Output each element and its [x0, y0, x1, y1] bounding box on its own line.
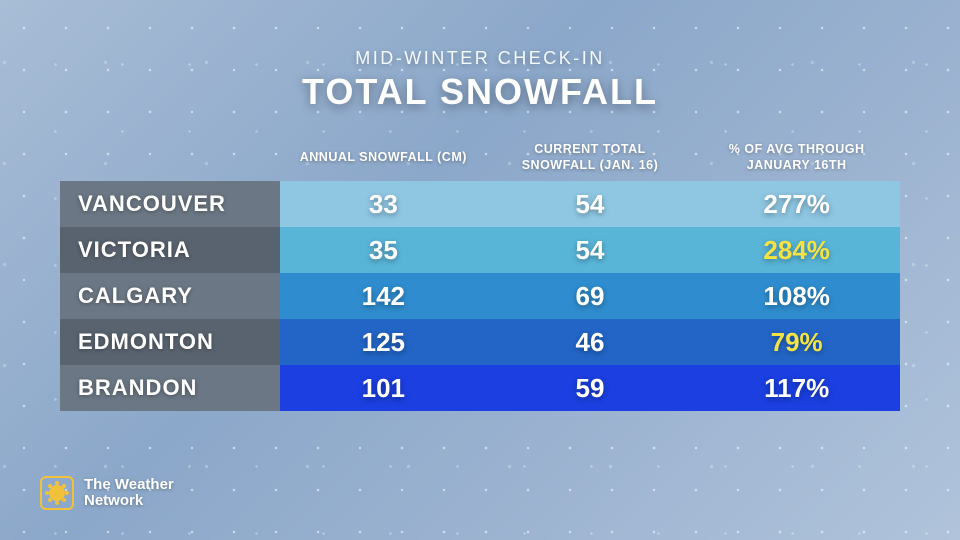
city-cell: VANCOUVER: [60, 181, 280, 227]
pct-cell: 277%: [693, 181, 900, 227]
city-cell: BRANDON: [60, 365, 280, 411]
annual-cell: 35: [280, 227, 487, 273]
annual-cell: 33: [280, 181, 487, 227]
annual-cell: 142: [280, 273, 487, 319]
brand-text: The Weather Network: [84, 477, 174, 509]
sun-icon: [40, 476, 74, 510]
table-body: VANCOUVER3354277%VICTORIA3554284%CALGARY…: [60, 181, 900, 411]
brand-line2: Network: [84, 493, 174, 509]
table-row: EDMONTON1254679%: [60, 319, 900, 365]
main-title: TOTAL SNOWFALL: [302, 71, 658, 113]
table-row: VANCOUVER3354277%: [60, 181, 900, 227]
infographic-root: MID-WINTER CHECK-IN TOTAL SNOWFALL ANNUA…: [0, 0, 960, 540]
current-cell: 46: [487, 319, 694, 365]
current-cell: 59: [487, 365, 694, 411]
pct-cell: 284%: [693, 227, 900, 273]
city-cell: EDMONTON: [60, 319, 280, 365]
pct-cell: 79%: [693, 319, 900, 365]
table-row: CALGARY14269108%: [60, 273, 900, 319]
table-row: BRANDON10159117%: [60, 365, 900, 411]
table-row: VICTORIA3554284%: [60, 227, 900, 273]
col-header-current: CURRENT TOTAL SNOWFALL (JAN. 16): [487, 142, 694, 173]
pct-cell: 108%: [693, 273, 900, 319]
snowfall-table: ANNUAL SNOWFALL (CM) CURRENT TOTAL SNOWF…: [60, 135, 900, 411]
annual-cell: 125: [280, 319, 487, 365]
brand-logo: The Weather Network: [40, 476, 174, 510]
current-cell: 54: [487, 227, 694, 273]
city-cell: VICTORIA: [60, 227, 280, 273]
table-header-row: ANNUAL SNOWFALL (CM) CURRENT TOTAL SNOWF…: [60, 135, 900, 181]
brand-line1: The Weather: [84, 477, 174, 493]
subtitle: MID-WINTER CHECK-IN: [355, 48, 604, 69]
current-cell: 69: [487, 273, 694, 319]
col-header-pct: % OF AVG THROUGH JANUARY 16TH: [693, 142, 900, 173]
current-cell: 54: [487, 181, 694, 227]
col-header-annual: ANNUAL SNOWFALL (CM): [280, 150, 487, 166]
annual-cell: 101: [280, 365, 487, 411]
city-cell: CALGARY: [60, 273, 280, 319]
pct-cell: 117%: [693, 365, 900, 411]
